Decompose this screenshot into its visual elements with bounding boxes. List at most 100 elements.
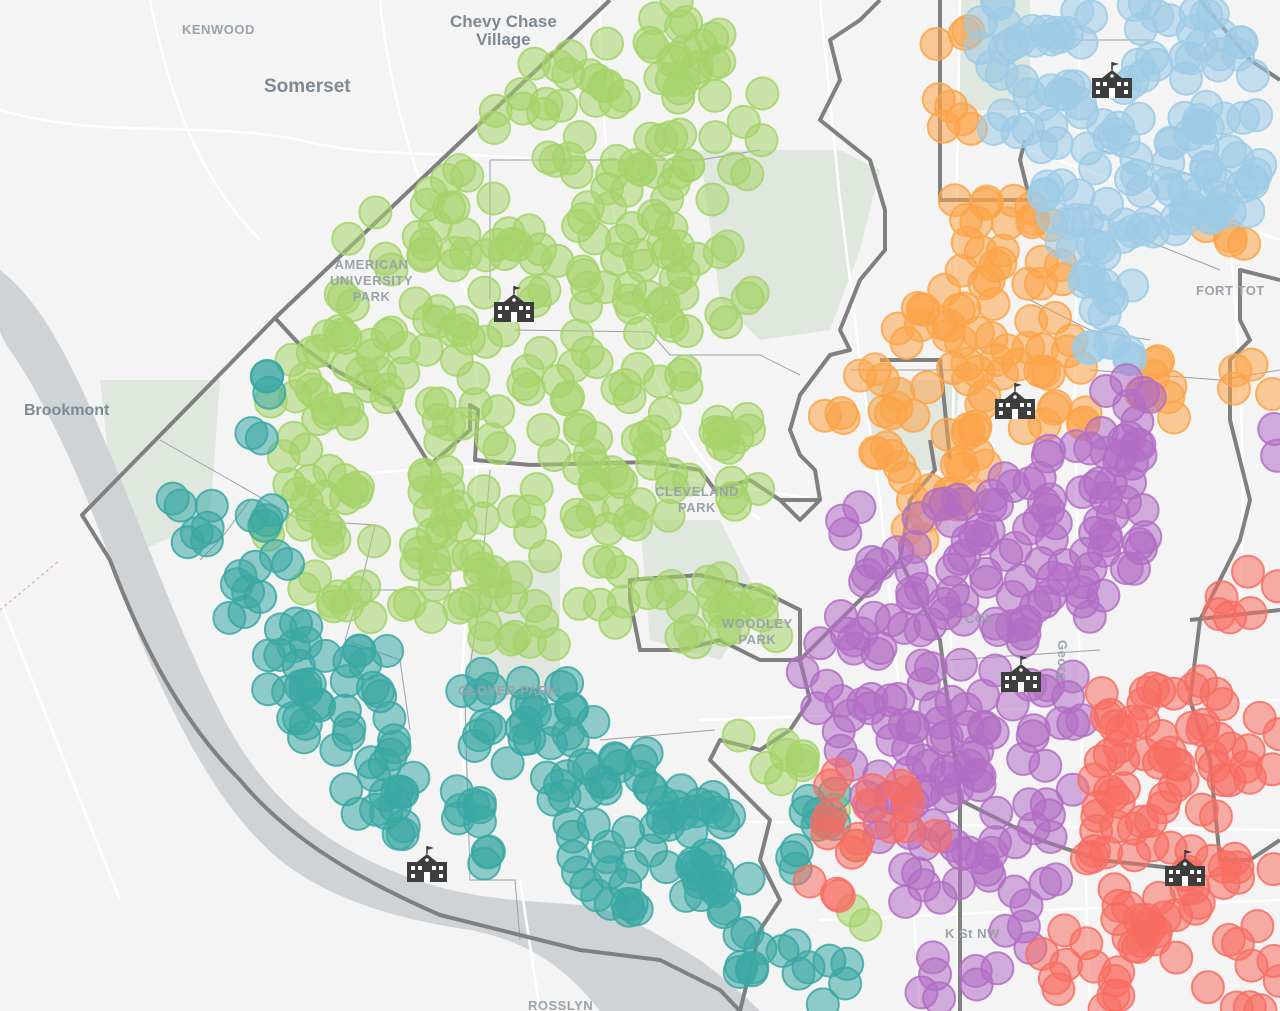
- address-dot-green: [559, 497, 594, 532]
- address-dot-orange: [1031, 357, 1066, 391]
- address-dot-green: [285, 507, 320, 542]
- address-dot-purple: [888, 884, 923, 919]
- address-dot-purple: [915, 940, 950, 975]
- school-building-icon[interactable]: [494, 286, 534, 322]
- address-dot-purple: [967, 711, 1002, 746]
- address-dot-green: [324, 317, 359, 352]
- address-dot-green: [697, 47, 731, 81]
- address-dot-purple: [998, 825, 1033, 860]
- address-dot-orange: [1011, 330, 1046, 365]
- address-dot-blue: [1041, 20, 1076, 55]
- address-dot-orange: [889, 326, 924, 360]
- address-dot-green: [438, 235, 473, 270]
- address-dot-teal: [473, 671, 508, 706]
- address-dot-blue: [1063, 86, 1098, 121]
- address-dot-purple: [911, 748, 946, 783]
- state-line: [0, 559, 61, 611]
- address-dot-green: [523, 232, 558, 267]
- address-dot-teal: [234, 416, 269, 451]
- school-building-icon[interactable]: [995, 383, 1035, 419]
- address-dot-blue: [1034, 109, 1069, 143]
- address-dot-green: [572, 58, 607, 93]
- address-dot-teal: [649, 850, 684, 885]
- address-dot-purple: [969, 564, 1004, 599]
- address-dot-teal: [385, 775, 420, 810]
- address-dot-purple: [966, 678, 1001, 713]
- address-dot-green: [523, 335, 558, 370]
- address-dot-green: [466, 474, 501, 509]
- address-dot-blue: [1044, 168, 1079, 203]
- address-dot-green: [563, 408, 598, 443]
- address-dot-red: [1101, 888, 1136, 923]
- address-dot-blue: [1115, 214, 1150, 249]
- school-building-icon[interactable]: [1092, 62, 1132, 98]
- address-dot-teal: [536, 782, 571, 817]
- address-dot-purple: [1260, 438, 1280, 473]
- address-dot-red: [1243, 993, 1278, 1011]
- address-dot-green: [374, 252, 409, 287]
- address-dot-green: [647, 396, 682, 431]
- address-dot-teal: [730, 915, 765, 950]
- address-dot-blue: [1190, 150, 1224, 185]
- address-dot-blue: [1134, 40, 1169, 75]
- school-building-icon[interactable]: [407, 846, 447, 882]
- address-dot-green: [560, 318, 595, 353]
- address-dot-green: [745, 76, 780, 111]
- address-dot-red: [821, 878, 856, 913]
- address-dot-teal: [470, 835, 505, 870]
- address-dot-blue: [1181, 108, 1216, 143]
- address-dot-green: [331, 221, 366, 256]
- address-dot-red: [1233, 596, 1268, 631]
- address-dot-green: [640, 202, 675, 237]
- address-dot-green: [697, 78, 732, 113]
- address-dot-teal: [830, 946, 865, 981]
- address-dot-red: [1190, 970, 1225, 1005]
- address-dot-blue: [1174, 41, 1209, 76]
- address-dot-orange: [919, 27, 954, 61]
- address-dot-blue: [1074, 329, 1109, 364]
- address-dot-red: [1231, 554, 1265, 589]
- address-dot-red: [1255, 752, 1280, 787]
- address-dot-red: [834, 835, 869, 870]
- address-dot-green: [392, 586, 427, 620]
- address-dot-red: [820, 757, 855, 792]
- address-dot-green: [477, 111, 511, 145]
- address-dot-green: [643, 61, 678, 95]
- address-dot-green: [357, 524, 392, 559]
- address-dot-green: [412, 303, 447, 338]
- address-dot-green: [341, 470, 375, 505]
- address-dot-green: [430, 454, 464, 489]
- address-dot-blue: [1191, 199, 1226, 234]
- address-dot-teal: [250, 359, 285, 393]
- address-dot-green: [432, 190, 467, 225]
- address-dot-green: [735, 275, 770, 310]
- address-dot-green: [467, 620, 502, 655]
- address-dot-green: [398, 527, 433, 562]
- address-dot-purple: [921, 487, 956, 522]
- address-dot-blue: [1000, 115, 1035, 150]
- address-dot-red: [1081, 789, 1116, 824]
- address-dot-orange: [996, 183, 1031, 218]
- address-dot-green: [287, 571, 322, 606]
- address-dot-green: [666, 255, 701, 290]
- address-dot-blue: [1115, 268, 1150, 303]
- address-dot-purple: [803, 626, 838, 661]
- address-dot-blue: [1087, 297, 1122, 332]
- address-dot-green: [707, 612, 742, 647]
- address-dot-teal: [624, 744, 659, 779]
- address-dot-red: [1106, 742, 1141, 777]
- address-dot-green: [369, 380, 404, 415]
- address-dot-green: [709, 305, 744, 340]
- school-building-icon[interactable]: [1001, 656, 1041, 692]
- address-dot-green: [480, 227, 515, 262]
- address-dot-teal: [329, 664, 364, 699]
- address-dot-green: [467, 275, 502, 310]
- address-dot-green: [541, 49, 576, 84]
- school-building-icon[interactable]: [1165, 850, 1205, 886]
- address-dot-green: [442, 590, 477, 625]
- address-dot-red: [810, 816, 845, 851]
- address-dot-orange: [843, 358, 877, 393]
- address-dot-green: [562, 120, 597, 154]
